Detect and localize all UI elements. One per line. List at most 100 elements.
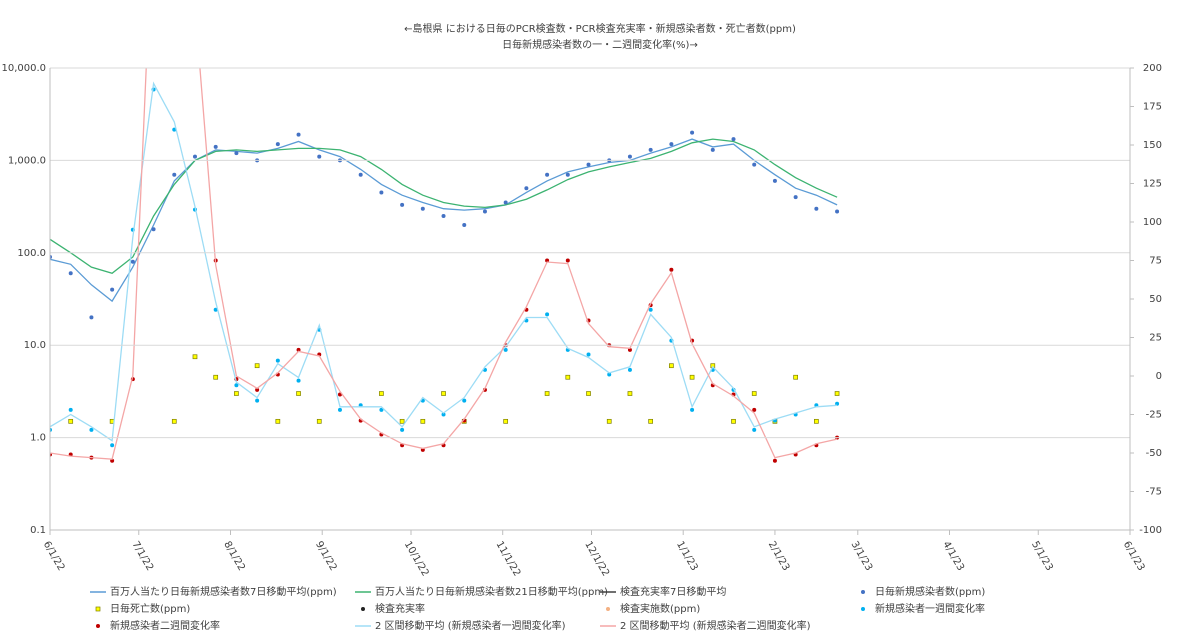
data-point	[690, 130, 695, 135]
data-point	[275, 142, 280, 147]
data-point	[772, 178, 777, 183]
data-square	[793, 374, 798, 380]
plot-area	[50, 68, 840, 463]
data-point	[89, 427, 94, 432]
data-point	[420, 447, 425, 452]
y2-tick-label: 100	[1143, 217, 1162, 228]
data-point	[752, 162, 757, 167]
legend-label: 百万人当たり日毎新規感染者数21日移動平均(ppm)	[375, 585, 608, 598]
y-tick-label: 10.0	[24, 340, 46, 351]
y2-tick-label: -25	[1146, 410, 1162, 421]
legend-swatch	[861, 590, 865, 594]
data-point	[835, 209, 840, 214]
data-point	[793, 195, 798, 200]
series-line	[50, 138, 838, 275]
data-point	[462, 222, 467, 227]
data-square	[669, 363, 674, 369]
data-square	[213, 374, 219, 380]
data-point	[296, 378, 301, 383]
data-square	[441, 391, 446, 396]
data-square	[275, 418, 281, 424]
data-point	[731, 137, 736, 142]
data-point	[627, 154, 632, 159]
data-square	[586, 391, 591, 396]
data-point	[503, 347, 508, 352]
data-point	[89, 315, 94, 320]
legend-label: 検査充実率7日移動平均	[620, 585, 726, 598]
legend-label: 検査実施数(ppm)	[620, 602, 700, 615]
series-line	[50, 68, 838, 460]
data-square	[296, 391, 301, 396]
data-point	[317, 154, 322, 159]
y-tick-label: 0.1	[30, 525, 46, 536]
data-point	[110, 287, 115, 292]
data-square	[834, 391, 840, 396]
data-square	[731, 418, 736, 424]
data-point	[296, 347, 301, 352]
data-point	[68, 271, 73, 276]
series-line	[50, 138, 838, 303]
y2-tick-label: 150	[1143, 140, 1162, 151]
data-point	[234, 151, 239, 156]
data-point	[462, 398, 467, 403]
data-square	[399, 418, 405, 424]
data-point	[172, 172, 177, 177]
data-square	[751, 391, 757, 396]
data-point	[400, 427, 405, 432]
data-point	[110, 443, 115, 448]
y2-tick-label: -75	[1146, 487, 1162, 498]
data-point	[814, 206, 819, 211]
data-square	[627, 391, 633, 396]
data-point	[565, 258, 570, 263]
data-square	[648, 418, 654, 424]
data-square	[606, 418, 612, 424]
y-tick-label: 10,000.0	[1, 63, 46, 74]
data-point	[441, 214, 446, 219]
data-point	[441, 412, 446, 417]
y2-tick-label: 25	[1149, 333, 1162, 344]
legend-label: 検査充実率	[375, 602, 425, 615]
series-line	[50, 81, 838, 442]
chart-title: ←島根県 における日毎のPCR検査数・PCR検査充実率・新規感染者数・死亡者数(…	[404, 22, 796, 35]
legend-label: 百万人当たり日毎新規感染者数7日移動平均(ppm)	[110, 585, 337, 598]
data-point	[669, 267, 674, 272]
data-square	[420, 418, 426, 424]
data-square	[565, 374, 571, 380]
data-point	[275, 358, 280, 363]
y2-tick-label: 0	[1156, 371, 1162, 382]
legend-swatch	[361, 607, 365, 611]
data-point	[296, 132, 301, 137]
data-point	[835, 401, 840, 406]
data-point	[255, 398, 260, 403]
data-point	[151, 227, 156, 232]
legend-swatch	[96, 624, 100, 628]
data-point	[669, 142, 674, 147]
data-point	[213, 307, 218, 312]
data-square	[503, 418, 509, 424]
legend-label: 新規感染者二週間変化率	[110, 619, 220, 632]
data-point	[648, 307, 653, 312]
data-point	[545, 312, 550, 317]
legend-label: 2 区間移動平均 (新規感染者二週間変化率)	[620, 619, 811, 632]
data-point	[503, 200, 508, 205]
y2-tick-label: 175	[1143, 102, 1162, 113]
legend-swatch	[861, 607, 865, 611]
y-tick-label: 100.0	[17, 248, 46, 259]
data-point	[690, 407, 695, 412]
data-point	[213, 144, 218, 149]
data-point	[524, 186, 529, 191]
y2-tick-label: 200	[1143, 63, 1162, 74]
data-point	[648, 147, 653, 152]
y2-tick-label: 75	[1149, 256, 1162, 267]
data-point	[627, 367, 632, 372]
y-tick-label: 1,000.0	[8, 155, 46, 166]
legend-label: 日毎新規感染者数(ppm)	[875, 585, 985, 598]
legend-swatch	[606, 607, 610, 611]
legend-label: 日毎死亡数(ppm)	[110, 602, 190, 615]
data-square	[316, 418, 322, 424]
data-square	[234, 391, 239, 396]
y2-tick-label: -50	[1146, 448, 1162, 459]
data-point	[586, 162, 591, 167]
